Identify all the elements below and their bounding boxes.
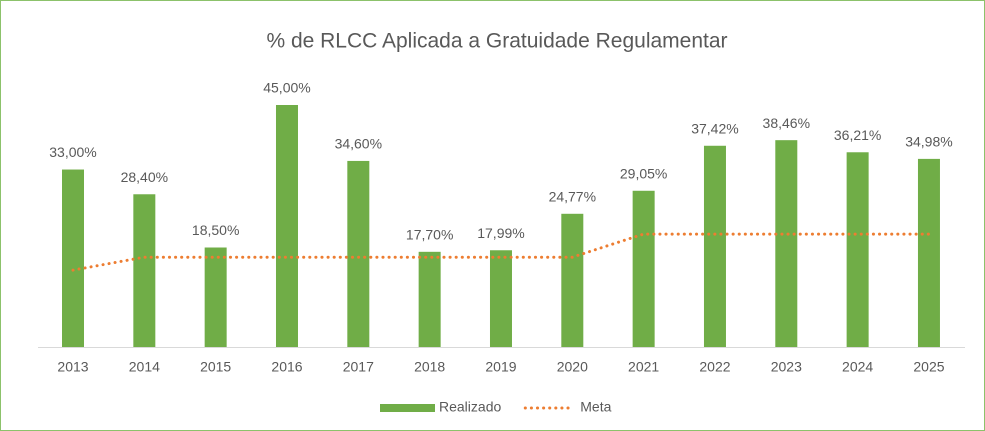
bar [347,160,370,347]
data-label: 18,50% [192,222,239,238]
bar [632,190,655,347]
x-tick-label: 2013 [57,359,88,375]
legend-swatch [380,404,435,412]
data-label: 38,46% [763,115,810,131]
data-label: 24,77% [549,188,596,204]
bar [133,194,156,347]
bar [561,213,584,347]
data-label: 17,99% [477,225,524,241]
data-label: 45,00% [263,80,310,96]
bar [703,145,726,347]
data-label: 34,60% [335,136,382,152]
x-tick-label: 2021 [628,359,659,375]
chart-title: % de RLCC Aplicada a Gratuidade Regulame… [266,30,727,53]
x-tick-label: 2020 [557,359,588,375]
bar [775,140,798,347]
x-tick-label: 2018 [414,359,445,375]
x-tick-label: 2019 [485,359,516,375]
data-label: 29,05% [620,165,667,181]
data-label: 34,98% [905,134,952,150]
legend-label: Realizado [439,399,501,415]
x-tick-label: 2016 [271,359,302,375]
bar [917,158,940,347]
legend-label: Meta [580,399,611,415]
bar [489,250,512,347]
x-tick-label: 2014 [129,359,160,375]
bar [275,105,298,347]
bar [62,169,84,347]
x-tick-label: 2025 [913,359,944,375]
bar [846,152,869,347]
x-tick-label: 2022 [699,359,730,375]
data-label: 33,00% [49,144,96,160]
data-label: 37,42% [691,120,738,136]
bar [204,247,227,347]
x-tick-label: 2015 [200,359,231,375]
x-tick-label: 2017 [343,359,374,375]
x-tick-label: 2023 [771,359,802,375]
data-label: 36,21% [834,127,881,143]
data-label: 17,70% [406,227,453,243]
x-tick-label: 2024 [842,359,873,375]
data-label: 28,40% [121,169,168,185]
bar [418,251,441,347]
